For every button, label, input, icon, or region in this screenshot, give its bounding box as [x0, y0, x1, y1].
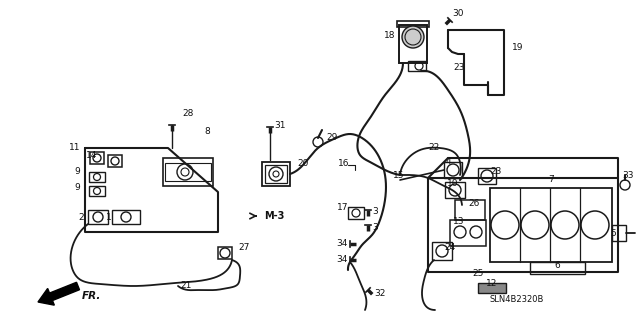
Text: 21: 21 — [180, 280, 191, 290]
Text: 3: 3 — [372, 206, 378, 216]
Bar — [490, 188, 612, 262]
Bar — [218, 247, 232, 259]
Bar — [478, 283, 506, 293]
Text: 24: 24 — [444, 242, 455, 251]
Bar — [348, 207, 364, 219]
Circle shape — [402, 26, 424, 48]
Text: 15: 15 — [392, 172, 404, 181]
Bar — [89, 172, 105, 182]
Text: 32: 32 — [374, 290, 385, 299]
Bar — [612, 225, 626, 241]
Bar — [445, 182, 465, 198]
Text: 23: 23 — [490, 167, 501, 175]
Text: 30: 30 — [452, 9, 463, 18]
Text: 16: 16 — [337, 159, 349, 167]
Text: 19: 19 — [512, 43, 524, 53]
Text: 12: 12 — [486, 279, 497, 288]
Bar — [478, 168, 496, 184]
Bar — [450, 220, 486, 246]
Text: SLN4B2320B: SLN4B2320B — [490, 295, 545, 305]
Bar — [432, 242, 452, 260]
Text: 34: 34 — [337, 239, 348, 248]
FancyArrow shape — [38, 282, 79, 305]
Bar — [112, 210, 140, 224]
Text: FR.: FR. — [82, 291, 101, 301]
Text: 14: 14 — [86, 151, 97, 160]
Text: 18: 18 — [383, 31, 395, 40]
Bar — [530, 262, 585, 274]
Text: 34: 34 — [337, 256, 348, 264]
Text: 27: 27 — [238, 243, 250, 253]
Text: 2: 2 — [78, 213, 84, 222]
Text: 28: 28 — [182, 109, 193, 118]
Bar — [163, 158, 213, 186]
Text: 22: 22 — [428, 144, 439, 152]
Bar — [265, 165, 287, 183]
Text: 7: 7 — [548, 175, 554, 184]
Bar — [88, 210, 108, 224]
Bar — [89, 186, 105, 196]
Bar — [408, 61, 426, 71]
Bar — [262, 162, 290, 186]
Text: 31: 31 — [274, 122, 285, 130]
Bar — [397, 21, 429, 27]
Bar — [444, 162, 462, 178]
Text: 10: 10 — [447, 180, 458, 189]
Text: 29: 29 — [326, 133, 337, 143]
Text: 3: 3 — [372, 222, 378, 232]
Text: 25: 25 — [472, 270, 483, 278]
Text: 6: 6 — [554, 262, 560, 271]
Text: 4: 4 — [445, 158, 451, 167]
Text: 11: 11 — [68, 144, 80, 152]
Text: 33: 33 — [622, 172, 634, 181]
Bar — [90, 152, 104, 164]
Text: M-3: M-3 — [264, 211, 284, 221]
Bar — [399, 25, 427, 63]
Text: 8: 8 — [204, 127, 210, 136]
Text: 20: 20 — [297, 159, 308, 167]
Text: 13: 13 — [452, 218, 464, 226]
Text: 9: 9 — [74, 183, 80, 192]
Text: 26: 26 — [468, 198, 479, 207]
Bar — [455, 200, 485, 220]
Text: 1: 1 — [106, 213, 112, 222]
Text: 5: 5 — [610, 229, 616, 239]
Bar — [165, 163, 211, 181]
Text: 17: 17 — [337, 204, 348, 212]
Text: 23: 23 — [453, 63, 465, 72]
Text: 9: 9 — [74, 167, 80, 176]
Bar — [108, 155, 122, 167]
